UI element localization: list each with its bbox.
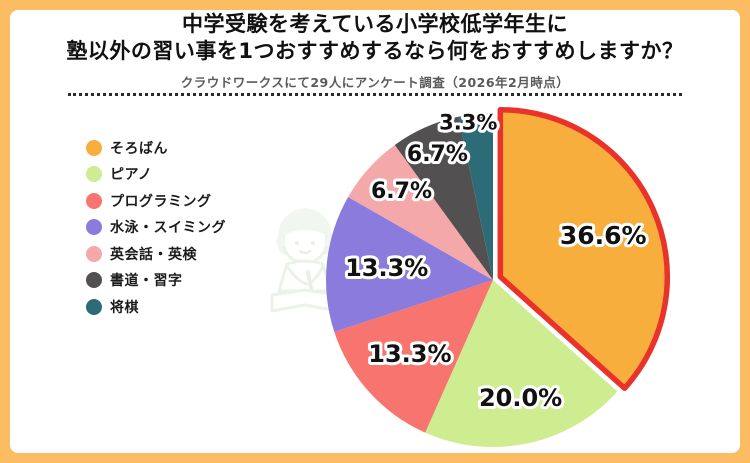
pie-slice-label: 20.0% bbox=[479, 384, 562, 412]
legend-item: ピアノ bbox=[86, 166, 226, 183]
legend-item: 水泳・スイミング bbox=[86, 219, 226, 236]
survey-subtitle: クラウドワークスにて29人にアンケート調査（2026年2月時点） bbox=[180, 75, 570, 90]
legend-swatch bbox=[86, 219, 102, 235]
legend-swatch bbox=[86, 192, 102, 209]
legend-label: 書道・習字 bbox=[110, 273, 183, 289]
legend-label: 英会話・英検 bbox=[110, 246, 197, 263]
legend-item: 将棋 bbox=[86, 298, 226, 316]
pie-slice bbox=[348, 144, 493, 280]
legend-item: 書道・習字 bbox=[86, 272, 226, 289]
pie-slice bbox=[458, 113, 493, 280]
pie-slice-label: 3.3% bbox=[439, 110, 497, 134]
dotted-divider bbox=[68, 93, 682, 96]
pie-slice-label: 6.7% bbox=[407, 142, 468, 167]
legend-swatch bbox=[86, 272, 102, 288]
legend-swatch bbox=[86, 298, 102, 315]
pie-slice-label: 6.7% bbox=[371, 179, 432, 204]
legend-label: プログラミング bbox=[110, 193, 212, 210]
page-title: 中学受験を考えている小学校低学年生に 塾以外の習い事を1つおすすめするなら何をお… bbox=[0, 11, 750, 65]
legend-item: 英会話・英検 bbox=[86, 245, 226, 263]
pie-slice bbox=[497, 106, 670, 391]
pie-slice bbox=[325, 196, 493, 332]
pie-slice bbox=[425, 280, 618, 447]
legend-item: プログラミング bbox=[86, 192, 226, 210]
legend-label: 水泳・スイミング bbox=[110, 220, 226, 236]
pie-slice bbox=[334, 280, 493, 433]
page-title-line2: 塾以外の習い事を1つおすすめするなら何をおすすめしますか？ bbox=[66, 39, 684, 63]
pie-slice-label: 13.3% bbox=[345, 254, 428, 282]
legend-label: ピアノ bbox=[110, 167, 153, 183]
pie-slice-label: 36.6% bbox=[560, 221, 647, 250]
legend-label: そろばん bbox=[110, 140, 168, 157]
page-title-line1: 中学受験を考えている小学校低学年生に bbox=[182, 12, 568, 36]
legend-item: そろばん bbox=[86, 139, 226, 157]
pie-slice bbox=[394, 116, 493, 280]
chart-legend: そろばんピアノプログラミング 水泳・スイミング 英会話・英検 書道・習字将棋 bbox=[86, 139, 226, 316]
legend-swatch bbox=[86, 166, 102, 182]
legend-swatch bbox=[86, 139, 102, 156]
legend-label: 将棋 bbox=[110, 299, 139, 316]
legend-swatch bbox=[86, 245, 102, 262]
pie-slice-label: 13.3% bbox=[368, 340, 451, 368]
